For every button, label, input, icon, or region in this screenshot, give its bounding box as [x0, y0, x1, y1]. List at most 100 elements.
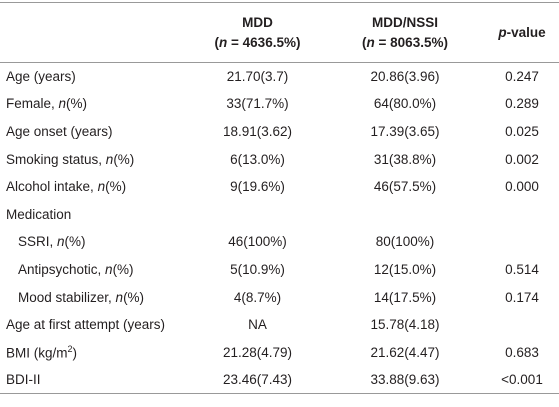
header-cell	[0, 3, 190, 63]
text: n	[58, 96, 67, 112]
table-row: Mood stabilizer, n(%) 4(8.7%) 14(17.5%) 0.1…	[0, 283, 559, 311]
row-label: Antipsychotic, n(%)	[0, 256, 190, 284]
table-row: BDI-II 23.46(7.43) 33.88(9.63) <0.001	[0, 366, 559, 394]
cell: 9(19.6%)	[230, 179, 285, 195]
cell: 6(13.0%)	[230, 151, 285, 167]
cell: 23.46(7.43)	[222, 372, 293, 388]
cell	[485, 311, 559, 339]
row-label: Medication	[6, 206, 72, 222]
row-label: SSRI, n(%)	[0, 228, 190, 256]
cell: 64(80.0%)	[373, 96, 437, 112]
row-label: Age onset (years)	[6, 123, 113, 139]
text: n	[57, 234, 65, 250]
text: (%)	[113, 151, 135, 167]
cell: 0.000	[505, 179, 539, 195]
row-label: Age at first attempt (years)	[6, 317, 166, 333]
cell: 20.86(3.96)	[370, 69, 440, 85]
header-row: MDD (n = 4636.5%) MDD/NSSI (n = 8063.5%) p…	[0, 2, 559, 63]
table-row: Alcohol intake, n(%) 9(19.6%) 46(57.5%) 0.0…	[0, 173, 559, 201]
header-cell: MDD/NSSI (n = 8063.5%)	[325, 3, 485, 63]
cell: 4(8.7%)	[233, 289, 282, 305]
cell: 21.62(4.47)	[370, 344, 440, 360]
text: (%)	[112, 261, 134, 277]
cell: 33(71.7%)	[226, 96, 289, 112]
cell	[485, 228, 559, 256]
cell: 0.289	[505, 96, 539, 112]
table-row: Female, n(%) 33(71.7%) 64(80.0%) 0.289	[0, 90, 559, 118]
col-name: MDD/NSSI	[371, 14, 438, 30]
cell: <0.001	[501, 372, 543, 388]
text: (%)	[64, 234, 86, 250]
text: = 8063.5%)	[374, 34, 448, 50]
cell	[485, 200, 559, 228]
row-label: Smoking status, n(%)	[0, 145, 190, 173]
cell: 0.514	[505, 261, 539, 277]
cell: 46(100%)	[228, 234, 287, 250]
row-label: BMI (kg/m2)	[0, 338, 190, 366]
cell	[325, 200, 485, 228]
cell: 0.683	[505, 344, 539, 360]
cell: 21.28(4.79)	[222, 344, 293, 360]
header-cell: MDD (n = 4636.5%)	[190, 3, 325, 63]
table-row: BMI (kg/m2) 21.28(4.79) 21.62(4.47) 0.683	[0, 338, 559, 366]
cell: NA	[248, 317, 267, 333]
table-header: MDD (n = 4636.5%) MDD/NSSI (n = 8063.5%) p…	[0, 2, 559, 63]
text: p	[498, 24, 507, 40]
cell: 31(38.8%)	[373, 151, 437, 167]
text: (%)	[66, 96, 88, 112]
cell: 46(57.5%)	[373, 179, 437, 195]
cell: 17.39(3.65)	[370, 123, 440, 139]
text: Smoking status,	[6, 151, 106, 167]
text: n	[366, 34, 375, 50]
cell: 15.78(4.18)	[370, 317, 440, 333]
row-label: Alcohol intake, n(%)	[0, 173, 190, 201]
text: (	[362, 34, 367, 50]
cell: 80(100%)	[375, 234, 435, 250]
text: (%)	[105, 179, 127, 195]
table-body: Age (years) 21.70(3.7) 20.86(3.96) 0.247 Fem…	[0, 63, 559, 394]
table-row: Age onset (years) 18.91(3.62) 17.39(3.65) 0…	[0, 118, 559, 146]
text: n	[115, 289, 124, 305]
table-row: Medication	[0, 200, 559, 228]
cell: 0.247	[505, 69, 539, 85]
text: Mood stabilizer,	[18, 289, 116, 305]
data-table: MDD (n = 4636.5%) MDD/NSSI (n = 8063.5%) p…	[0, 2, 559, 394]
text: )	[72, 345, 78, 361]
col-name: MDD	[242, 14, 273, 30]
cell: 33.88(9.63)	[370, 372, 440, 388]
table-row: Antipsychotic, n(%) 5(10.9%) 12(15.0%) 0.51…	[0, 256, 559, 284]
row-label: Age (years)	[6, 69, 76, 85]
table-row: Smoking status, n(%) 6(13.0%) 31(38.8%) 0.0…	[0, 145, 559, 173]
text: Female,	[6, 96, 59, 112]
table-row: Age (years) 21.70(3.7) 20.86(3.96) 0.247	[0, 63, 559, 91]
cell: 0.002	[505, 151, 539, 167]
row-label: Female, n(%)	[0, 90, 190, 118]
cell: 12(15.0%)	[373, 261, 437, 277]
cell: 5(10.9%)	[230, 261, 285, 277]
col-n: (n = 4636.5%)	[215, 35, 301, 50]
text: (	[214, 34, 220, 50]
text: n	[219, 34, 228, 50]
text: BMI (kg/m	[6, 345, 68, 361]
cell: 18.91(3.62)	[222, 123, 293, 139]
text: SSRI,	[18, 234, 58, 250]
text: 2	[67, 343, 73, 354]
text: = 4636.5%)	[227, 34, 301, 50]
cell: 14(17.5%)	[373, 289, 437, 305]
table-row: SSRI, n(%) 46(100%) 80(100%)	[0, 228, 559, 256]
cell: 21.70(3.7)	[226, 69, 289, 85]
text: n	[105, 151, 114, 167]
row-label: BDI-II	[6, 372, 41, 388]
text: -value	[506, 24, 546, 40]
cell: 0.025	[505, 123, 539, 139]
col-n: (n = 8063.5%)	[362, 35, 448, 50]
text: Alcohol intake,	[6, 179, 98, 195]
header-cell: p-value	[485, 3, 559, 63]
table-row: Age at first attempt (years) NA 15.78(4.18…	[0, 311, 559, 339]
cell: 0.174	[505, 289, 539, 305]
text: (%)	[123, 289, 145, 305]
text: n	[105, 261, 113, 277]
text: n	[97, 179, 106, 195]
text: Antipsychotic,	[18, 261, 106, 277]
